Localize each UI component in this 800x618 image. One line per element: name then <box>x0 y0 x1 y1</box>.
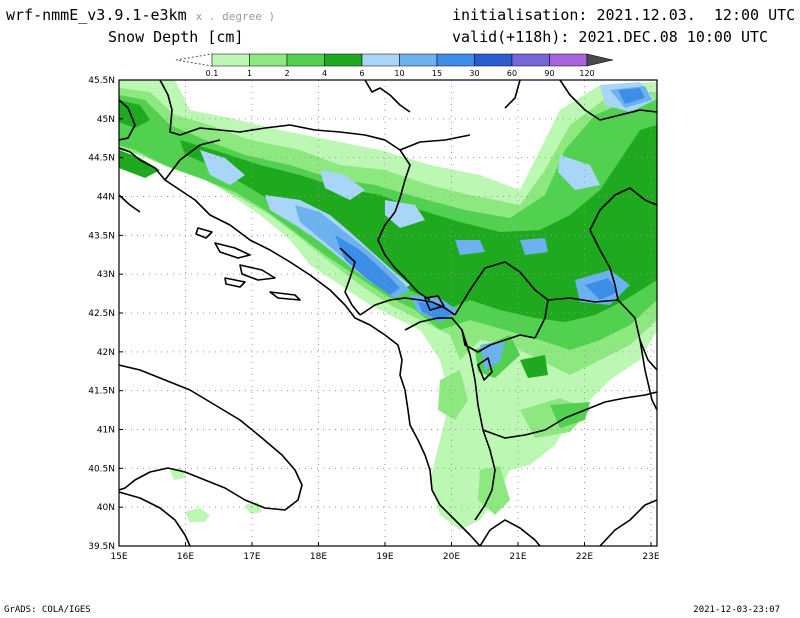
lat-label: 44N <box>97 193 115 203</box>
lon-label: 22E <box>576 552 593 562</box>
lon-label: 21E <box>509 552 526 562</box>
lat-label: 41N <box>97 426 115 436</box>
legend-tick-label: 10 <box>394 69 404 78</box>
border <box>377 211 431 301</box>
lon-label: 18E <box>310 552 327 562</box>
lake <box>477 357 493 381</box>
border <box>589 187 657 231</box>
greek-coast <box>479 519 541 546</box>
border <box>639 339 657 411</box>
island <box>195 227 213 239</box>
legend-tick-label: 0.1 <box>206 69 219 78</box>
border <box>399 134 471 151</box>
snow-field-lightblue <box>385 200 425 228</box>
snow-field-dark <box>180 125 657 322</box>
snow-field-lightblue <box>320 170 365 200</box>
lat-label: 42N <box>97 348 115 358</box>
legend-tick-label: 15 <box>432 69 442 78</box>
border <box>482 391 657 439</box>
color-legend: 0.1 1 2 4 6 10 15 30 60 90 120 <box>175 53 614 78</box>
lat-label: 43.5N <box>88 231 115 241</box>
snow-field-lightblue <box>200 150 245 185</box>
model-title: wrf-nmmE_v3.9.1-e3km x . degree ) <box>6 6 276 24</box>
lon-label: 20E <box>443 552 460 562</box>
lat-label: 39.5N <box>88 542 115 552</box>
legend-tick-label: 120 <box>579 69 594 78</box>
italian-coast <box>119 364 303 511</box>
snow-depth-field <box>119 80 657 530</box>
snow-field-dark <box>520 355 548 378</box>
border <box>404 317 536 353</box>
legend-tick-label: 60 <box>507 69 517 78</box>
istria-coast <box>119 99 136 141</box>
legend-tick-label: 6 <box>359 69 364 78</box>
lat-label: 41.5N <box>88 387 115 397</box>
lat-label: 45N <box>97 115 115 125</box>
lake <box>424 295 445 311</box>
legend-low-arrow <box>175 53 213 67</box>
lat-label: 44.5N <box>88 154 115 164</box>
adriatic-east-coast <box>119 147 481 546</box>
snow-field-green <box>438 370 468 420</box>
legend-tick-label: 4 <box>322 69 327 78</box>
lon-label: 15E <box>110 552 127 562</box>
coastlines-borders <box>119 80 657 546</box>
footer-timestamp: 2021-12-03-23:07 <box>693 605 780 615</box>
init-time: initialisation: 2021.12.03. 12:00 UTC <box>452 6 796 24</box>
snow-field-dark <box>119 150 160 178</box>
island <box>269 291 301 301</box>
border <box>454 261 549 339</box>
snow-field-light <box>185 508 210 522</box>
snow-field-deepblue <box>418 302 455 320</box>
lat-label: 43N <box>97 270 115 280</box>
lon-label: 23E <box>642 552 659 562</box>
legend-high-arrow <box>586 53 614 67</box>
lat-label: 40.5N <box>88 464 115 474</box>
upper-coast <box>119 194 141 213</box>
island <box>214 242 251 259</box>
border <box>559 80 657 121</box>
greek-coast <box>599 499 657 546</box>
lon-label: 19E <box>376 552 393 562</box>
lon-label: 16E <box>177 552 194 562</box>
snow-field-blue <box>520 238 548 255</box>
italian-heel <box>119 491 191 546</box>
valid-time: valid(+118h): 2021.DEC.08 10:00 UTC <box>452 28 769 46</box>
legend-tick-label: 2 <box>284 69 289 78</box>
border <box>547 297 657 371</box>
border <box>364 80 411 113</box>
border <box>164 139 221 181</box>
border <box>461 329 496 521</box>
axis-labels: 45.5N 45N 44.5N 44N 43.5N 43N 42.5N 42N 41.5N 41N… <box>88 76 660 562</box>
border <box>504 80 521 109</box>
island <box>224 277 246 288</box>
lat-label: 45.5N <box>88 76 115 86</box>
snow-field-deepblue <box>335 235 400 295</box>
border <box>589 229 619 301</box>
lat-label: 42.5N <box>88 309 115 319</box>
border <box>339 247 361 316</box>
lat-label: 40N <box>97 503 115 513</box>
island <box>239 264 276 281</box>
lon-label: 17E <box>243 552 260 562</box>
snow-field-lightblue <box>558 155 600 190</box>
legend-tick-label: 30 <box>469 69 479 78</box>
snow-field-blue <box>455 240 485 255</box>
model-subtitle: x . degree ) <box>195 10 276 23</box>
variable-title: Snow Depth [cm] <box>108 28 244 46</box>
snow-field-deepblue <box>585 278 618 300</box>
legend-tick-label: 90 <box>544 69 554 78</box>
snow-field-deepblue <box>618 88 645 104</box>
footer-credit: GrADS: COLA/IGES <box>4 605 91 615</box>
legend-tick-label: 1 <box>247 69 252 78</box>
border <box>159 80 411 213</box>
